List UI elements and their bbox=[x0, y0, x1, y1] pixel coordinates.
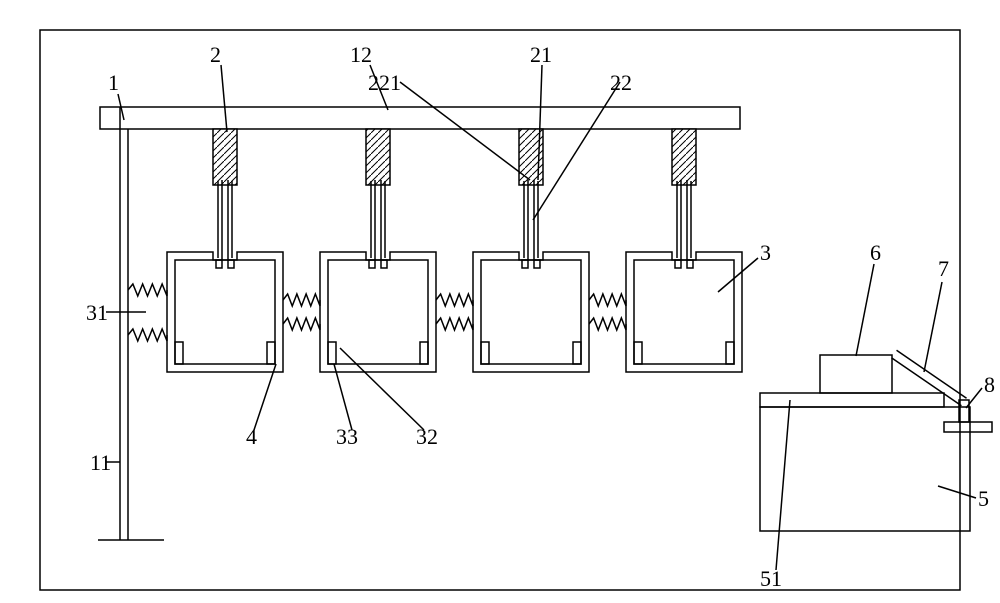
callout-12: 12 bbox=[350, 42, 372, 67]
callout-31: 31 bbox=[86, 300, 108, 325]
callout-6: 6 bbox=[870, 240, 881, 265]
callout-221: 221 bbox=[368, 70, 401, 95]
callout-4: 4 bbox=[246, 424, 257, 449]
callout-22: 22 bbox=[610, 70, 632, 95]
callout-7: 7 bbox=[938, 256, 949, 281]
callout-11: 11 bbox=[90, 450, 111, 475]
callout-2: 2 bbox=[210, 42, 221, 67]
callout-1: 1 bbox=[108, 70, 119, 95]
callout-51: 51 bbox=[760, 566, 782, 591]
callout-33: 33 bbox=[336, 424, 358, 449]
callout-3: 3 bbox=[760, 240, 771, 265]
callout-32: 32 bbox=[416, 424, 438, 449]
callout-21: 21 bbox=[530, 42, 552, 67]
callout-5: 5 bbox=[978, 486, 989, 511]
callout-8: 8 bbox=[984, 372, 995, 397]
